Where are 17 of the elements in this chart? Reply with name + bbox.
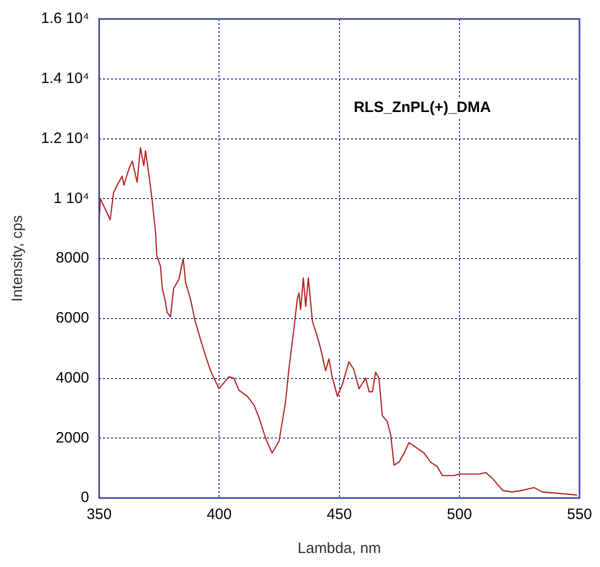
x-tick-label: 550 — [566, 506, 592, 524]
y-axis-title: Intensity, cps — [9, 215, 26, 302]
y-tick-label: 1.6 10⁴ — [40, 10, 90, 28]
y-tick-label: 8000 — [56, 250, 90, 267]
y-tick-label: 2000 — [56, 429, 90, 446]
x-tick-label: 500 — [446, 506, 472, 524]
x-axis-title: Lambda, nm — [298, 540, 382, 558]
y-tick-label: 0 — [80, 489, 90, 506]
y-tick-label: 1.4 10⁴ — [40, 70, 90, 88]
y-tick-label: 1 10⁴ — [54, 190, 90, 207]
y-tick-label: 6000 — [56, 310, 90, 327]
y-tick-label: 1.2 10⁴ — [40, 130, 90, 147]
x-tick-label: 450 — [326, 506, 352, 524]
y-tick-label: 4000 — [56, 369, 90, 386]
x-tick-label: 400 — [206, 506, 232, 524]
x-tick-label: 350 — [86, 506, 112, 524]
annotation: RLS_ZnPL(+)_DMA — [354, 98, 491, 116]
